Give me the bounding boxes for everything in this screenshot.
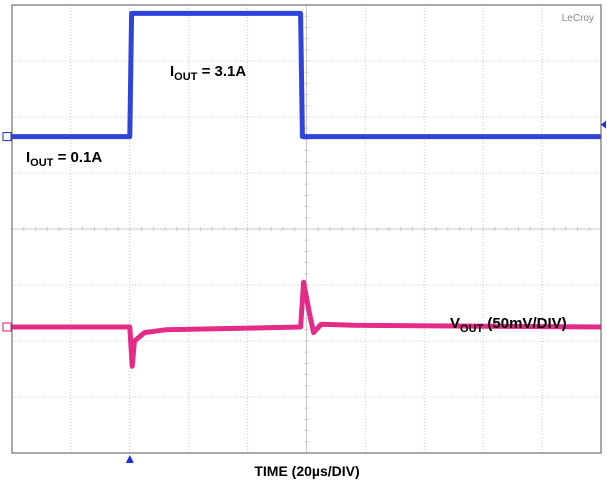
trigger-marker-icon bbox=[125, 455, 134, 463]
iout-high-label: IOUT = 3.1A bbox=[170, 63, 246, 83]
x-axis-label: TIME (20µs/DIV) bbox=[254, 463, 359, 479]
plot-frame bbox=[11, 4, 602, 454]
current-trace bbox=[12, 10, 601, 140]
chart-traces bbox=[12, 10, 602, 369]
brand-logo: LeCroy bbox=[562, 13, 594, 24]
channel-marker-current-icon bbox=[2, 132, 12, 142]
markers bbox=[2, 120, 606, 463]
channel-marker-voltage-icon bbox=[2, 322, 12, 332]
iout-low-label: IOUT = 0.1A bbox=[26, 149, 102, 169]
vout-label: VOUT (50mV/DIV) bbox=[450, 315, 567, 335]
trigger-level-marker-icon bbox=[601, 120, 606, 129]
voltage-trace bbox=[12, 279, 602, 369]
